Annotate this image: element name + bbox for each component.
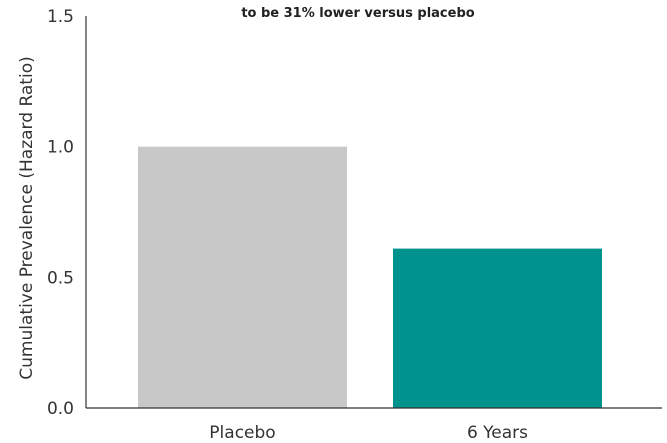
bar-placebo [138,146,347,408]
bar-6-years [393,248,602,408]
y-axis-title: Cumulative Prevalence (Hazard Ratio) [17,56,37,379]
bars [138,146,602,408]
y-tick-label: 0.5 [47,268,74,288]
x-tick-label: 6 Years [467,423,528,443]
chart-title: to be 31% lower versus placebo [241,6,474,21]
y-tick-label: 0.0 [47,399,74,419]
y-tick-label: 1.0 [47,138,74,158]
x-tick-label: Placebo [209,423,275,443]
y-tick-label: 1.5 [47,7,74,27]
y-axis-ticks: 0.0 0.5 1.0 1.5 [47,7,74,419]
x-axis-labels: Placebo 6 Years [209,423,528,443]
